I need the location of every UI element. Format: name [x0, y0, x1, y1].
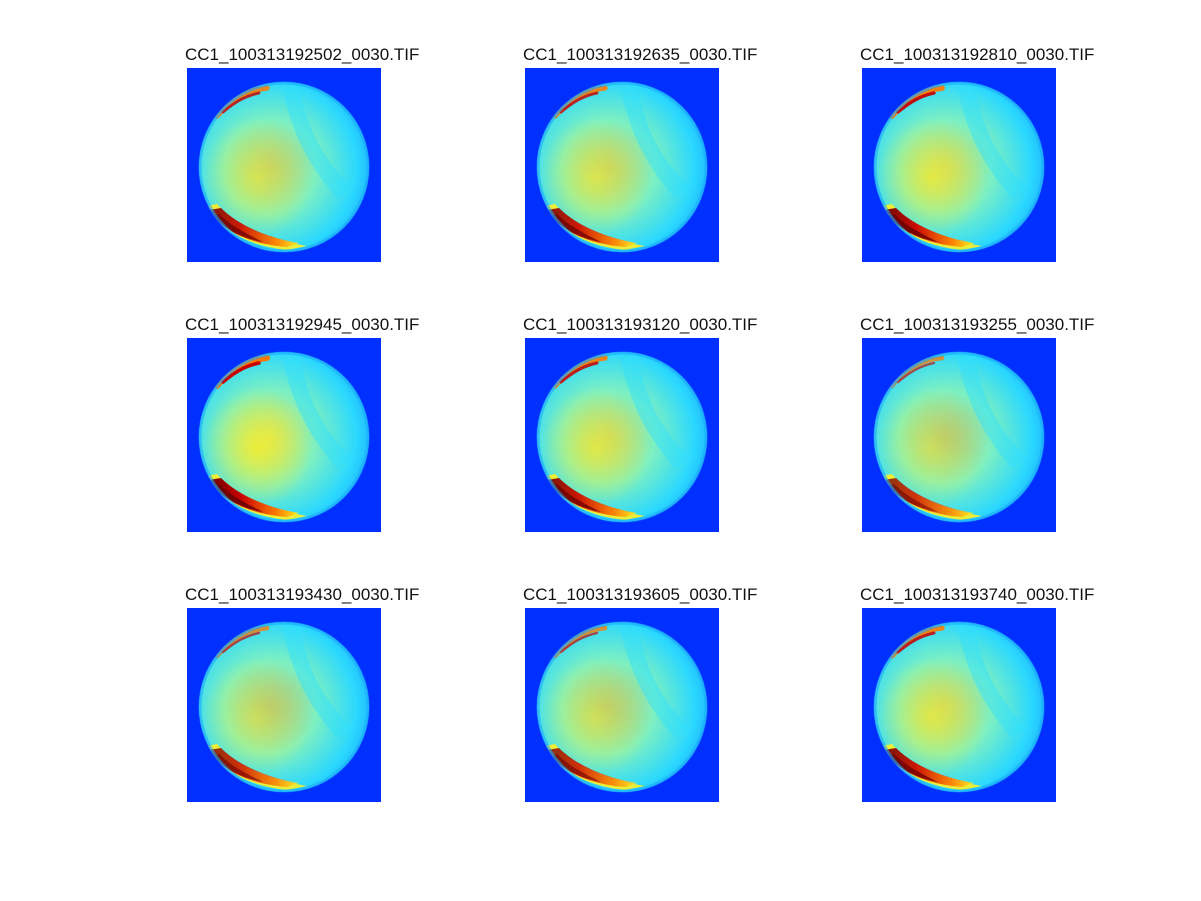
allsky-image [862, 338, 1056, 532]
panel-1: CC1_100313192502_0030.TIF [185, 45, 447, 267]
rim-arc-top-core [896, 91, 936, 114]
rim-arc-top-core [559, 631, 599, 654]
horizon-band-core [551, 214, 601, 242]
glow-region [202, 118, 312, 238]
horizon-band-core [213, 484, 263, 512]
horizon-band-core [888, 754, 938, 782]
panel-7: CC1_100313193430_0030.TIF [185, 585, 447, 807]
lens-rim [873, 351, 1045, 523]
horizon-band [209, 748, 299, 787]
panel-title: CC1_100313192635_0030.TIF [523, 45, 758, 64]
allsky-image [862, 68, 1056, 262]
lens-rim [536, 621, 708, 793]
horizon-band [547, 208, 637, 247]
panel-6: CC1_100313193255_0030.TIF [860, 315, 1122, 537]
horizon-band [547, 748, 637, 787]
lens-rim [873, 81, 1045, 253]
glow-region [877, 388, 987, 508]
lens-rim [873, 621, 1045, 793]
cloud-streak [282, 86, 352, 198]
glow-region [540, 658, 650, 778]
panel-title: CC1_100313192810_0030.TIF [860, 45, 1095, 64]
allsky-image [187, 68, 381, 262]
glow-region [877, 658, 987, 778]
panel-8: CC1_100313193605_0030.TIF [523, 585, 785, 807]
rim-arc-top-core [896, 631, 936, 654]
glow-region [540, 118, 650, 238]
panel-title: CC1_100313193605_0030.TIF [523, 585, 758, 604]
rim-arc-top-core [559, 361, 599, 384]
glow-region [877, 118, 987, 238]
cloud-streak [282, 356, 352, 468]
glow-region [202, 658, 312, 778]
allsky-image [187, 608, 381, 802]
horizon-band [884, 208, 974, 247]
horizon-band [209, 478, 299, 517]
glow-region [540, 388, 650, 508]
horizon-band [209, 208, 299, 247]
panel-4: CC1_100313192945_0030.TIF [185, 315, 447, 537]
cloud-streak [957, 626, 1027, 738]
panel-9: CC1_100313193740_0030.TIF [860, 585, 1122, 807]
horizon-band-core [551, 484, 601, 512]
cloud-streak [282, 626, 352, 738]
horizon-band-core [551, 754, 601, 782]
panel-5: CC1_100313193120_0030.TIF [523, 315, 785, 537]
panel-title: CC1_100313193740_0030.TIF [860, 585, 1095, 604]
cloud-streak [957, 356, 1027, 468]
rim-arc-top-core [221, 91, 261, 114]
panel-2: CC1_100313192635_0030.TIF [523, 45, 785, 267]
horizon-band-core [888, 484, 938, 512]
horizon-band-core [213, 754, 263, 782]
cloud-streak [957, 86, 1027, 198]
panel-title: CC1_100313193120_0030.TIF [523, 315, 758, 334]
allsky-image [525, 68, 719, 262]
lens-rim [198, 621, 370, 793]
horizon-band [547, 478, 637, 517]
panel-title: CC1_100313192945_0030.TIF [185, 315, 420, 334]
allsky-image [862, 608, 1056, 802]
lens-rim [198, 351, 370, 523]
panel-title: CC1_100313192502_0030.TIF [185, 45, 420, 64]
rim-arc-top-core [559, 91, 599, 114]
panel-3: CC1_100313192810_0030.TIF [860, 45, 1122, 267]
allsky-image [525, 608, 719, 802]
horizon-band-core [213, 214, 263, 242]
horizon-band-core [888, 214, 938, 242]
lens-rim [536, 351, 708, 523]
rim-arc-top-core [221, 361, 261, 384]
cloud-streak [620, 86, 690, 198]
lens-rim [198, 81, 370, 253]
horizon-band [884, 748, 974, 787]
allsky-image [187, 338, 381, 532]
allsky-image [525, 338, 719, 532]
cloud-streak [620, 626, 690, 738]
panel-title: CC1_100313193430_0030.TIF [185, 585, 420, 604]
panel-title: CC1_100313193255_0030.TIF [860, 315, 1095, 334]
horizon-band [884, 478, 974, 517]
glow-region [202, 388, 312, 508]
lens-rim [536, 81, 708, 253]
cloud-streak [620, 356, 690, 468]
rim-arc-top-core [896, 361, 936, 384]
rim-arc-top-core [221, 631, 261, 654]
